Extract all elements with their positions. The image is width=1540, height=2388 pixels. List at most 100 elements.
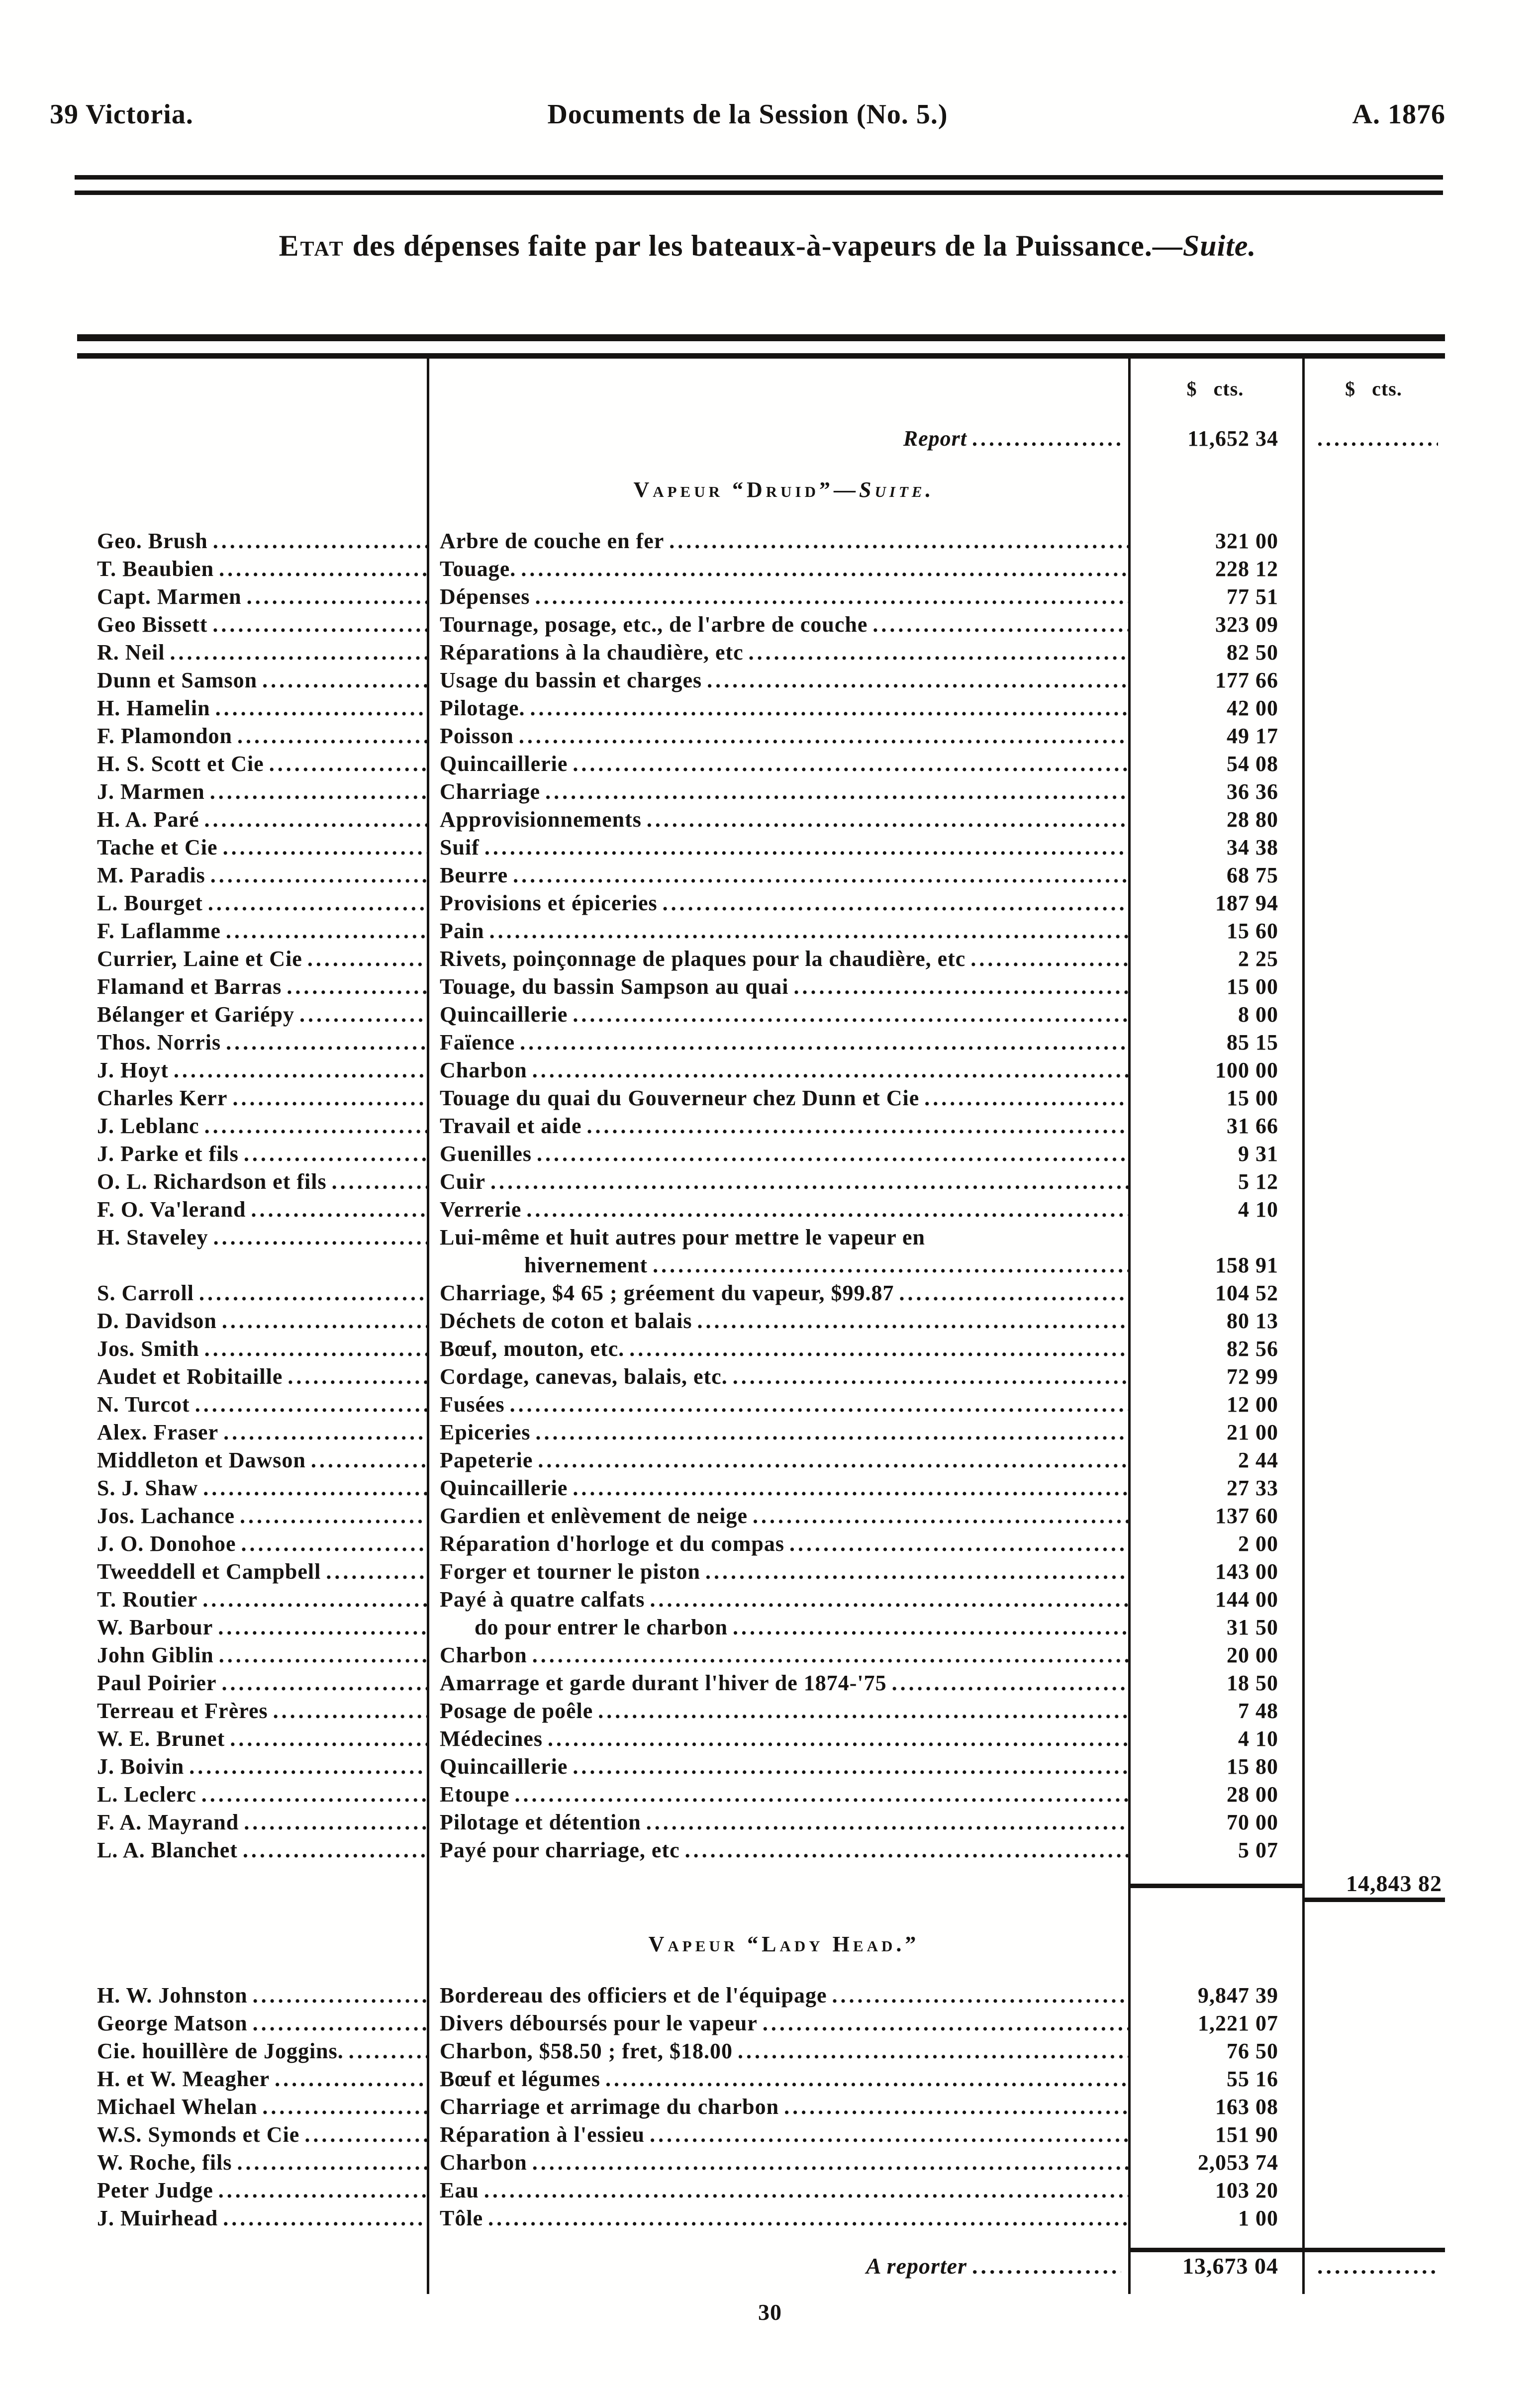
expense-description: Charriage et arrimage du charbon <box>440 2095 779 2119</box>
dotted-leader: ........................................… <box>326 1559 427 1584</box>
amount-value: 28 80 <box>1227 807 1278 832</box>
amount-value: 8 00 <box>1238 1002 1278 1027</box>
dotted-leader: ........................................… <box>251 1197 427 1222</box>
amount-value: 36 36 <box>1227 779 1278 804</box>
description-cell: Beurre..................................… <box>427 861 1128 889</box>
expense-description: Lui-même et huit autres pour mettre le v… <box>440 1225 925 1249</box>
dotted-leader: ........................................… <box>269 752 427 776</box>
amount-value: 85 15 <box>1227 1030 1278 1054</box>
amount-value: 15 00 <box>1227 974 1278 999</box>
expense-description: do pour entrer le charbon <box>475 1615 728 1639</box>
dotted-leader: ........................................… <box>547 1726 1128 1751</box>
carry-forward-row: A reporter .............................… <box>77 2232 1445 2280</box>
description-cell: Charriage et arrimage du charbon........… <box>427 2093 1128 2121</box>
dotted-leader: ........................................… <box>173 1058 427 1082</box>
dotted-leader: ........................................… <box>573 1002 1128 1027</box>
amount-value: 76 50 <box>1227 2039 1278 2063</box>
description-cell: Gardien et enlèvement de neige..........… <box>427 1502 1128 1530</box>
dotted-leader: ........................................… <box>545 779 1128 804</box>
amount-col-1: 28 00 <box>1128 1781 1302 1809</box>
description-cell: Fusées..................................… <box>427 1391 1128 1419</box>
amount-col-1: 70 00 <box>1128 1809 1302 1836</box>
dotted-leader: ........................................… <box>221 1309 427 1333</box>
dotted-leader: ........................................… <box>226 1030 427 1054</box>
dotted-leader: ........................................… <box>307 947 427 971</box>
dotted-leader: ........................................… <box>669 529 1128 553</box>
amount-col-1: 20 00 <box>1128 1641 1302 1669</box>
amount-value: 137 60 <box>1215 1504 1278 1528</box>
expense-description: Posage de poêle <box>440 1699 593 1723</box>
payee-name: M. Paradis <box>97 863 205 887</box>
description-cell: Usage du bassin et charges..............… <box>427 667 1128 694</box>
title-body: des dépenses faite par les bateaux-à-vap… <box>344 229 1183 262</box>
table-row: T. Routier..............................… <box>77 1586 1445 1614</box>
table-row: D. Davidson.............................… <box>77 1307 1445 1335</box>
dotted-leader: ........................................… <box>223 2206 427 2230</box>
amount-col-1: 54 08 <box>1128 750 1302 778</box>
description-cell: Posage de poêle.........................… <box>427 1697 1128 1725</box>
payee-cell: J. Muirhead.............................… <box>77 2204 427 2232</box>
section-heading-suffix: Suite. <box>859 478 935 502</box>
carry-forward-label: A reporter <box>866 2253 967 2279</box>
payee-name: George Matson <box>97 2011 248 2035</box>
amount-col-1: 7 48 <box>1128 1697 1302 1725</box>
description-cell: Arbre de couche en fer..................… <box>427 527 1128 555</box>
amount-value: 143 00 <box>1215 1559 1278 1584</box>
expense-description: hivernement <box>524 1253 648 1277</box>
amount-col-1: 27 33 <box>1128 1474 1302 1502</box>
dotted-leader: ........................................… <box>230 1726 427 1751</box>
payee-name: W. Roche, fils <box>97 2150 232 2175</box>
table-row: Tache et Cie............................… <box>77 834 1445 861</box>
description-cell: Bœuf et légumes.........................… <box>427 2065 1128 2093</box>
description-cell: Epiceries...............................… <box>427 1419 1128 1446</box>
report-row: Report .................................… <box>77 403 1445 453</box>
amount-value: 158 91 <box>1215 1253 1278 1277</box>
table-row: Jos. Smith..............................… <box>77 1335 1445 1363</box>
amount-col-1: 82 56 <box>1128 1335 1302 1363</box>
amount-value: 9 31 <box>1238 1142 1278 1166</box>
amount-col-1: 34 38 <box>1128 834 1302 861</box>
payee-cell: F. Laflamme.............................… <box>77 917 427 945</box>
payee-name: Dunn et Samson <box>97 668 258 692</box>
amount-value: 34 38 <box>1227 835 1278 860</box>
payee-cell: Terreau et Frères.......................… <box>77 1697 427 1725</box>
dotted-leader: ........................................… <box>287 974 427 999</box>
dotted-leader: ........................................… <box>752 1504 1128 1528</box>
dotted-leader: ........................................… <box>535 584 1128 609</box>
expense-description: Réparation d'horloge et du compas <box>440 1531 784 1556</box>
table-row: L. Leclerc..............................… <box>77 1781 1445 1809</box>
dotted-leader: ........................................… <box>252 1983 427 2007</box>
payee-name: Currier, Laine et Cie <box>97 947 302 971</box>
amount-col-1: 15 80 <box>1128 1753 1302 1781</box>
amount-value: 4 10 <box>1238 1726 1278 1751</box>
payee-name: L. A. Blanchet <box>97 1838 238 1862</box>
payee-name: J. Leblanc <box>97 1114 199 1138</box>
expense-description: Quincaillerie <box>440 1754 568 1779</box>
report-carry-cell: ........................................… <box>1302 425 1445 453</box>
dotted-leader: ........................................… <box>532 2150 1128 2175</box>
table-row: F. Laflamme.............................… <box>77 917 1445 945</box>
payee-cell: S. J. Shaw..............................… <box>77 1474 427 1502</box>
dotted-leader: ........................................… <box>242 1838 427 1862</box>
dotted-leader: ........................................… <box>762 2011 1128 2035</box>
amount-col-1: 9 31 <box>1128 1140 1302 1168</box>
description-cell: Bordereau des officiers et de l'équipage… <box>427 1982 1128 2009</box>
table-row: F. A. Mayrand...........................… <box>77 1809 1445 1836</box>
amount-value: 42 00 <box>1227 696 1278 720</box>
table-body: $ cts. $ cts. Report ...................… <box>77 355 1445 2294</box>
amount-col-1: 15 60 <box>1128 917 1302 945</box>
amount-value: 7 48 <box>1238 1699 1278 1723</box>
expense-description: Faïence <box>440 1030 515 1054</box>
section-heading-cell: Vapeur “Druid”— Suite. <box>427 476 1128 504</box>
table-row: J. Boivin...............................… <box>77 1753 1445 1781</box>
payee-name: J. Parke et fils <box>97 1142 239 1166</box>
table-row: H. A. Paré..............................… <box>77 806 1445 834</box>
payee-cell: Thos. Norris............................… <box>77 1029 427 1056</box>
payee-cell: Michael Whelan..........................… <box>77 2093 427 2121</box>
masthead-year: A. 1876 <box>1352 99 1445 130</box>
amount-col-1: 12 00 <box>1128 1391 1302 1419</box>
amount-col-1: 85 15 <box>1128 1029 1302 1056</box>
amount-col-1: 228 12 <box>1128 555 1302 583</box>
dotted-leader: ........................................… <box>521 557 1128 581</box>
amount-col-1: 144 00 <box>1128 1586 1302 1614</box>
